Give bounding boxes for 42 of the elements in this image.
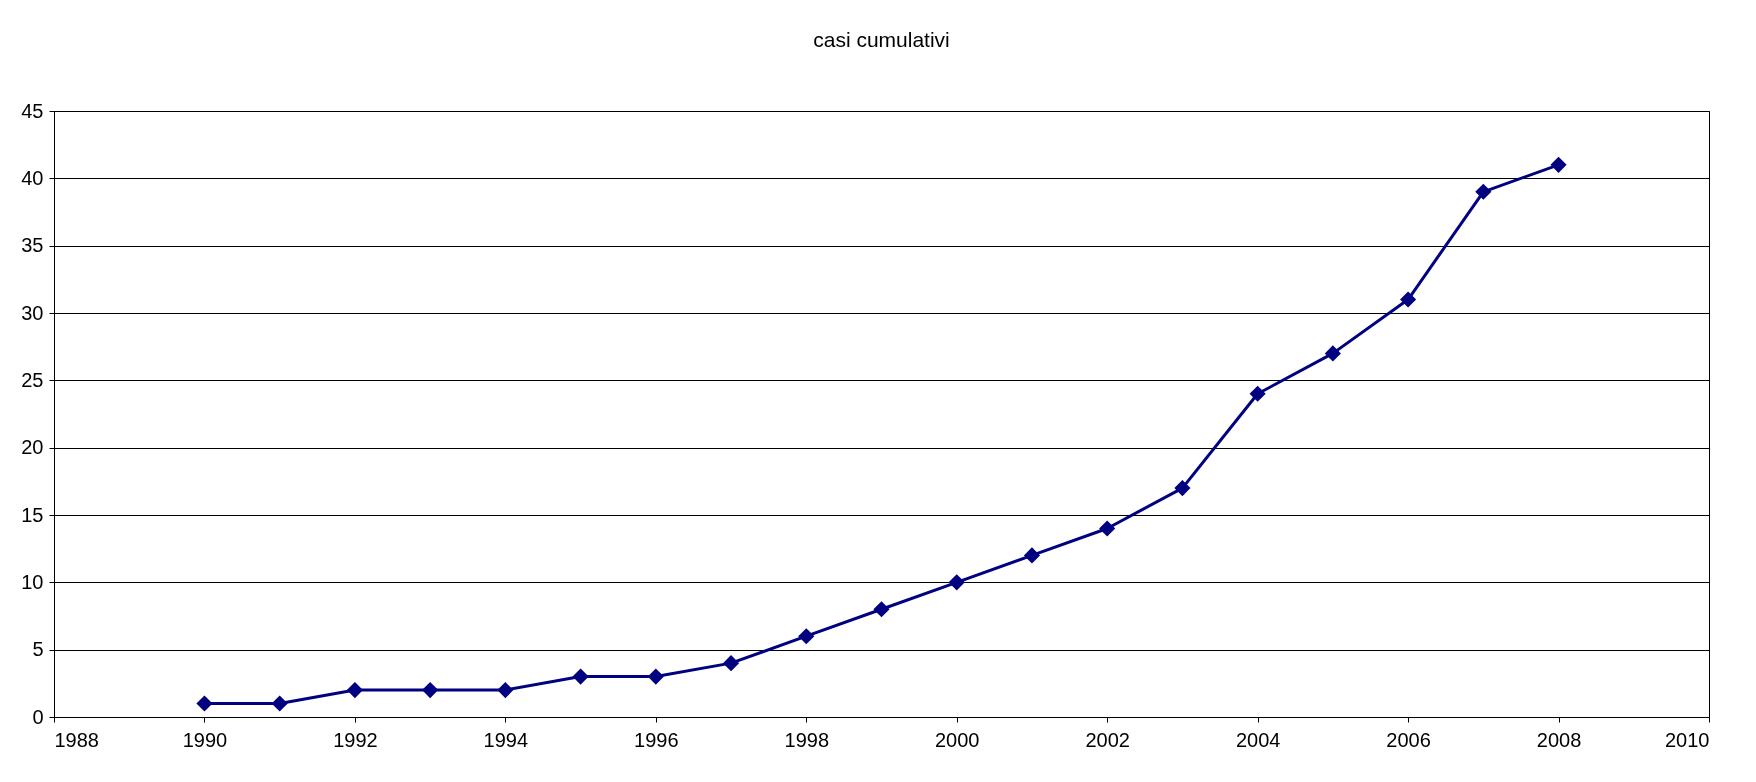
point — [271, 695, 288, 712]
x-tick-label: 1990 — [182, 728, 228, 751]
point — [1400, 291, 1417, 308]
point — [1174, 480, 1191, 497]
x-tick-label: 2000 — [934, 728, 980, 751]
point — [798, 628, 815, 645]
point — [647, 668, 664, 685]
y-tick-label: 30 — [21, 301, 44, 324]
point — [422, 682, 439, 699]
x-tick-label: 1996 — [634, 728, 679, 751]
point — [948, 574, 965, 591]
point — [1249, 385, 1266, 402]
x-tick-label: 1998 — [784, 728, 830, 751]
point — [1475, 183, 1492, 200]
x-tick-label: 2010 — [1665, 728, 1710, 751]
y-tick-label: 15 — [21, 503, 44, 526]
y-tick-label: 45 — [21, 99, 44, 122]
point — [196, 695, 213, 712]
point — [1324, 345, 1341, 362]
y-tick-label: 5 — [32, 638, 44, 661]
y-tick-label: 35 — [21, 234, 44, 257]
y-tick-label: 40 — [21, 166, 44, 189]
chart-title: casi cumulativi — [813, 28, 950, 51]
x-tick-label: 2006 — [1386, 728, 1431, 751]
x-tick-label: 1992 — [333, 728, 378, 751]
point — [497, 682, 514, 699]
y-tick-label: 20 — [21, 436, 44, 459]
x-tick-label: 2004 — [1235, 728, 1281, 751]
point — [1023, 547, 1041, 564]
point — [1099, 520, 1116, 537]
point — [1550, 156, 1567, 173]
point — [346, 682, 363, 699]
point — [722, 655, 740, 672]
y-tick-label: 25 — [21, 368, 44, 391]
x-tick-label: 1988 — [54, 728, 99, 751]
x-tick-label: 2002 — [1085, 728, 1130, 751]
point — [572, 668, 589, 685]
y-tick-label: 10 — [21, 570, 44, 593]
x-tick-label: 1994 — [483, 728, 529, 751]
point — [873, 601, 890, 618]
x-tick-label: 2008 — [1536, 728, 1582, 751]
y-tick-label: 0 — [32, 705, 44, 728]
